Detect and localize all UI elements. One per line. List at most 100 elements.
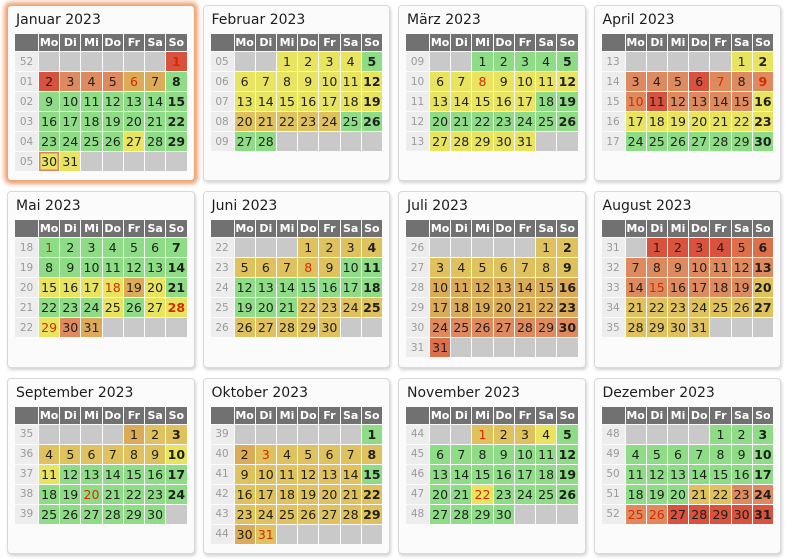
day-cell[interactable]: 11	[361, 258, 382, 278]
day-cell[interactable]: 16	[493, 92, 514, 111]
day-cell[interactable]: 22	[536, 298, 557, 318]
day-cell[interactable]: 4	[536, 52, 557, 71]
day-cell[interactable]: 12	[123, 258, 145, 278]
day-cell[interactable]: 1	[472, 52, 493, 71]
day-cell[interactable]: 18	[646, 112, 667, 131]
day-cell[interactable]: 9	[557, 258, 578, 278]
day-cell[interactable]: 24	[514, 484, 536, 504]
day-cell[interactable]: 24	[689, 298, 710, 318]
day-cell[interactable]: 21	[625, 298, 646, 318]
day-cell[interactable]: 28	[145, 132, 166, 151]
day-cell[interactable]: 7	[514, 258, 536, 278]
day-cell[interactable]: 15	[298, 278, 319, 298]
day-cell[interactable]: 23	[234, 504, 255, 524]
day-cell[interactable]: 19	[646, 484, 667, 504]
day-cell[interactable]: 30	[319, 318, 340, 338]
day-cell[interactable]: 8	[276, 72, 298, 91]
day-cell[interactable]: 16	[557, 278, 578, 298]
day-cell[interactable]: 3	[514, 52, 536, 71]
day-cell[interactable]: 25	[625, 504, 646, 524]
day-cell[interactable]: 17	[625, 112, 646, 131]
day-cell[interactable]: 3	[255, 444, 276, 464]
day-cell[interactable]: 14	[451, 464, 472, 484]
day-cell[interactable]: 15	[361, 464, 382, 484]
day-cell[interactable]: 19	[472, 298, 493, 318]
day-cell[interactable]: 22	[472, 484, 493, 504]
day-cell[interactable]: 16	[60, 278, 81, 298]
day-cell[interactable]: 13	[234, 92, 255, 111]
day-cell[interactable]: 2	[319, 238, 340, 258]
day-cell[interactable]: 18	[39, 484, 60, 504]
day-cell[interactable]: 29	[361, 504, 382, 524]
day-cell[interactable]: 23	[145, 484, 166, 504]
day-cell-today[interactable]: 30	[39, 152, 60, 171]
day-cell[interactable]: 13	[752, 258, 773, 278]
day-cell[interactable]: 4	[710, 238, 731, 258]
day-cell[interactable]: 31	[430, 338, 451, 358]
day-cell[interactable]: 13	[255, 278, 276, 298]
day-cell[interactable]: 26	[646, 504, 667, 524]
day-cell[interactable]: 21	[451, 484, 472, 504]
day-cell[interactable]: 8	[536, 258, 557, 278]
day-cell[interactable]: 11	[536, 72, 557, 91]
day-cell[interactable]: 10	[514, 444, 536, 464]
day-cell[interactable]: 1	[536, 238, 557, 258]
day-cell[interactable]: 13	[430, 464, 451, 484]
day-cell[interactable]: 29	[298, 318, 319, 338]
day-cell[interactable]: 9	[667, 258, 689, 278]
day-cell[interactable]: 21	[689, 484, 710, 504]
day-cell[interactable]: 19	[60, 484, 81, 504]
day-cell[interactable]: 28	[451, 504, 472, 524]
day-cell[interactable]: 14	[514, 278, 536, 298]
day-cell[interactable]: 26	[102, 132, 123, 151]
day-cell[interactable]: 3	[81, 238, 102, 258]
day-cell[interactable]: 10	[166, 444, 187, 464]
day-cell[interactable]: 25	[340, 112, 361, 131]
day-cell[interactable]: 16	[667, 278, 689, 298]
day-cell[interactable]: 7	[625, 258, 646, 278]
day-cell[interactable]: 5	[234, 258, 255, 278]
day-cell[interactable]: 15	[536, 278, 557, 298]
day-cell[interactable]: 6	[752, 238, 773, 258]
day-cell[interactable]: 11	[340, 72, 361, 91]
day-cell[interactable]: 1	[298, 238, 319, 258]
day-cell[interactable]: 9	[493, 444, 514, 464]
day-cell[interactable]: 22	[472, 112, 493, 131]
day-cell[interactable]: 10	[255, 464, 276, 484]
day-cell[interactable]: 20	[234, 112, 255, 131]
day-cell[interactable]: 12	[102, 92, 123, 111]
day-cell[interactable]: 2	[493, 52, 514, 71]
day-cell[interactable]: 20	[689, 112, 710, 131]
day-cell[interactable]: 3	[60, 72, 81, 91]
day-cell[interactable]: 17	[340, 278, 361, 298]
day-cell[interactable]: 19	[557, 92, 578, 111]
day-cell[interactable]: 1	[166, 52, 187, 71]
day-cell[interactable]: 7	[340, 444, 361, 464]
day-cell[interactable]: 9	[60, 258, 81, 278]
day-cell[interactable]: 2	[39, 72, 60, 91]
day-cell[interactable]: 5	[123, 238, 145, 258]
day-cell[interactable]: 7	[710, 72, 731, 91]
day-cell[interactable]: 31	[255, 524, 276, 544]
day-cell[interactable]: 21	[710, 112, 731, 131]
day-cell[interactable]: 14	[451, 92, 472, 111]
day-cell[interactable]: 29	[166, 132, 187, 151]
day-cell[interactable]: 6	[430, 72, 451, 91]
day-cell[interactable]: 7	[451, 72, 472, 91]
day-cell[interactable]: 15	[39, 278, 60, 298]
day-cell[interactable]: 27	[234, 132, 255, 151]
day-cell[interactable]: 26	[667, 132, 689, 151]
day-cell[interactable]: 4	[361, 238, 382, 258]
day-cell[interactable]: 15	[123, 464, 145, 484]
day-cell[interactable]: 28	[102, 504, 123, 524]
day-cell[interactable]: 2	[234, 444, 255, 464]
day-cell[interactable]: 21	[276, 298, 298, 318]
day-cell[interactable]: 18	[451, 298, 472, 318]
day-cell[interactable]: 20	[81, 484, 102, 504]
day-cell[interactable]: 11	[81, 92, 102, 111]
day-cell[interactable]: 4	[536, 424, 557, 444]
day-cell[interactable]: 24	[166, 484, 187, 504]
day-cell[interactable]: 23	[667, 298, 689, 318]
day-cell[interactable]: 23	[60, 298, 81, 318]
day-cell[interactable]: 10	[81, 258, 102, 278]
